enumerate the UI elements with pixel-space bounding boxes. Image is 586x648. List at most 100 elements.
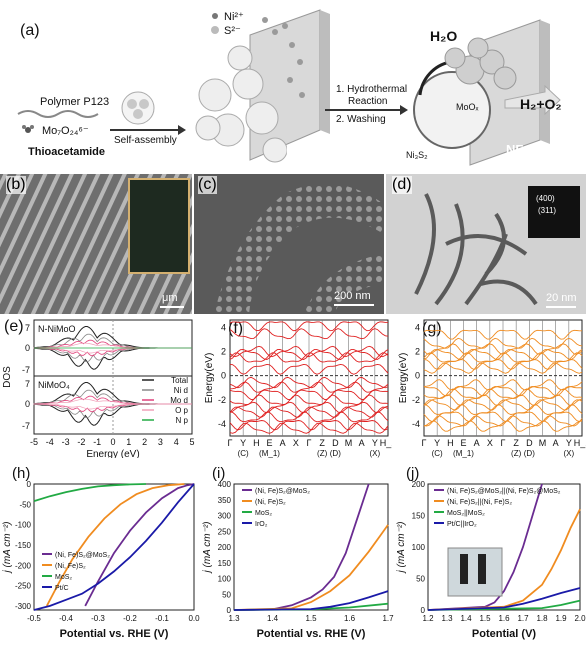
plot-frame [33, 483, 195, 611]
step2-label: 2. Washing [336, 114, 386, 125]
k-point-label: Y [240, 438, 246, 448]
hollow-sphere [413, 71, 491, 149]
series-line-0 [84, 483, 195, 607]
k-point-label: X [293, 438, 299, 448]
band-line [229, 321, 389, 332]
chart-h: (h) -0.5 -0.4 -0.3 -0.2 -0.1 0.0 0 -50 -100 -150 -2… [2, 465, 200, 640]
k-point-label: H_1 [574, 438, 586, 448]
dos-legend-label: Mo d [170, 396, 188, 405]
dos-ytick: 0 [25, 343, 30, 353]
band-line [423, 415, 583, 427]
nf-right-label: NF [506, 142, 524, 157]
k-sub-label: (X) [369, 449, 380, 458]
dos-ytick: 0 [25, 399, 30, 409]
electrode-photo [128, 178, 190, 274]
chart-j: (j) 1.2 1.3 1.4 1.5 1.6 1.7 1.8 1.9 2.0 0 50 100 150 2… [396, 465, 586, 640]
panel-b-scalebar [160, 306, 184, 308]
y-tick-label: 0 [27, 480, 32, 489]
series-line-1 [46, 483, 185, 607]
x-axis-label: Potential vs. RHE (V) [257, 628, 366, 640]
band-ytick: 2 [221, 346, 226, 356]
h2o2-label: H₂+O₂ [520, 96, 562, 112]
panel-b-label: (b) [6, 176, 26, 194]
panel-c-scalebar [334, 304, 374, 306]
dos-xtick: 5 [189, 437, 194, 447]
series-line-2 [33, 483, 147, 502]
fft-inset [528, 186, 580, 238]
x-tick-label: 1.6 [344, 614, 356, 623]
step1b-label: Reaction [348, 96, 388, 107]
dos-ytick: 7 [25, 379, 30, 389]
y-tick-label: -200 [15, 561, 32, 570]
band-ylabel: Energy(eV) [398, 353, 409, 404]
ni-ion-icon [212, 13, 218, 19]
x-tick-label: -0.1 [155, 614, 169, 623]
legend-label: MoS₂ [55, 574, 72, 581]
electrolyzer-photo [447, 547, 503, 597]
panel-label: (j) [406, 465, 419, 482]
k-sub-label: (D) [330, 449, 341, 458]
gas-arrow [504, 84, 561, 116]
band-line [423, 349, 583, 360]
y-tick-label: 200 [412, 480, 426, 489]
k-point-label: Z [513, 438, 519, 448]
y-tick-label: 200 [218, 543, 232, 552]
legend-label: MoS₂||MoS₂ [447, 510, 485, 517]
plot-frame [427, 483, 581, 611]
h2o-label: H₂O [430, 28, 458, 44]
panel-b-scale: μm [162, 292, 178, 304]
panel-e-label: (e) [4, 318, 24, 335]
band-line [229, 381, 389, 393]
panel-g-label: (g) [422, 320, 442, 337]
series-line-0 [427, 483, 543, 611]
dos-xtick: -3 [62, 437, 70, 447]
k-point-label: D [332, 438, 339, 448]
legend-label: (Ni, Fe)S₂ [55, 563, 86, 570]
x-tick-label: 1.4 [267, 614, 279, 623]
k-point-label: Y [434, 438, 440, 448]
k-point-label: X [487, 438, 493, 448]
s-ion-icon [211, 26, 219, 34]
k-point-label: Y [372, 438, 378, 448]
fft-label-1: (400) [536, 194, 555, 203]
dos-bottom-title: NiMoO₄ [38, 380, 70, 390]
y-tick-label: -100 [15, 521, 32, 530]
dos-xtick: -1 [93, 437, 101, 447]
dos-legend-label: Ni d [174, 386, 188, 395]
band-line [229, 349, 389, 360]
band-line [229, 406, 389, 418]
x-tick-label: 1.5 [479, 614, 491, 623]
y-axis-label: j (mA cm⁻²) [396, 521, 407, 574]
band-line [423, 394, 583, 406]
x-tick-label: -0.5 [27, 614, 41, 623]
y-tick-label: -250 [15, 582, 32, 591]
panel-d-label: (d) [392, 176, 412, 194]
k-point-label: Γ [422, 438, 427, 448]
band-ylabel: Energy(eV) [204, 353, 215, 404]
moox-label: MoOₓ [456, 102, 479, 112]
panel-label: (h) [12, 465, 30, 482]
dos-xtick: 3 [158, 437, 163, 447]
k-sub-label: (Z) [317, 449, 328, 458]
band-line [423, 359, 583, 370]
k-point-label: E [266, 438, 272, 448]
band-ytick: -2 [218, 395, 226, 405]
band-line [423, 399, 583, 411]
k-point-label: A [474, 438, 480, 448]
ni3s2-label: Ni₃S₂ [406, 150, 428, 160]
k-sub-label: (C) [432, 449, 443, 458]
dos-top-title: N-NiMoO [38, 324, 76, 334]
dos-ytick: -7 [22, 365, 30, 375]
band-line [229, 376, 389, 389]
x-tick-label: 2.0 [574, 614, 586, 623]
y-tick-label: -150 [15, 541, 32, 550]
nf-left-label: NF [286, 142, 304, 157]
band-ytick: -4 [412, 419, 420, 429]
ni-ion-label: Ni²⁺ [224, 11, 244, 23]
micelle-icon [121, 91, 155, 125]
dos-o-bottom [33, 398, 192, 410]
y-tick-label: 50 [222, 590, 231, 599]
moo-label: Mo₇O₂₄⁶⁻ [42, 125, 89, 137]
dos-ytick: -7 [22, 421, 30, 431]
series-line-2 [427, 599, 581, 611]
